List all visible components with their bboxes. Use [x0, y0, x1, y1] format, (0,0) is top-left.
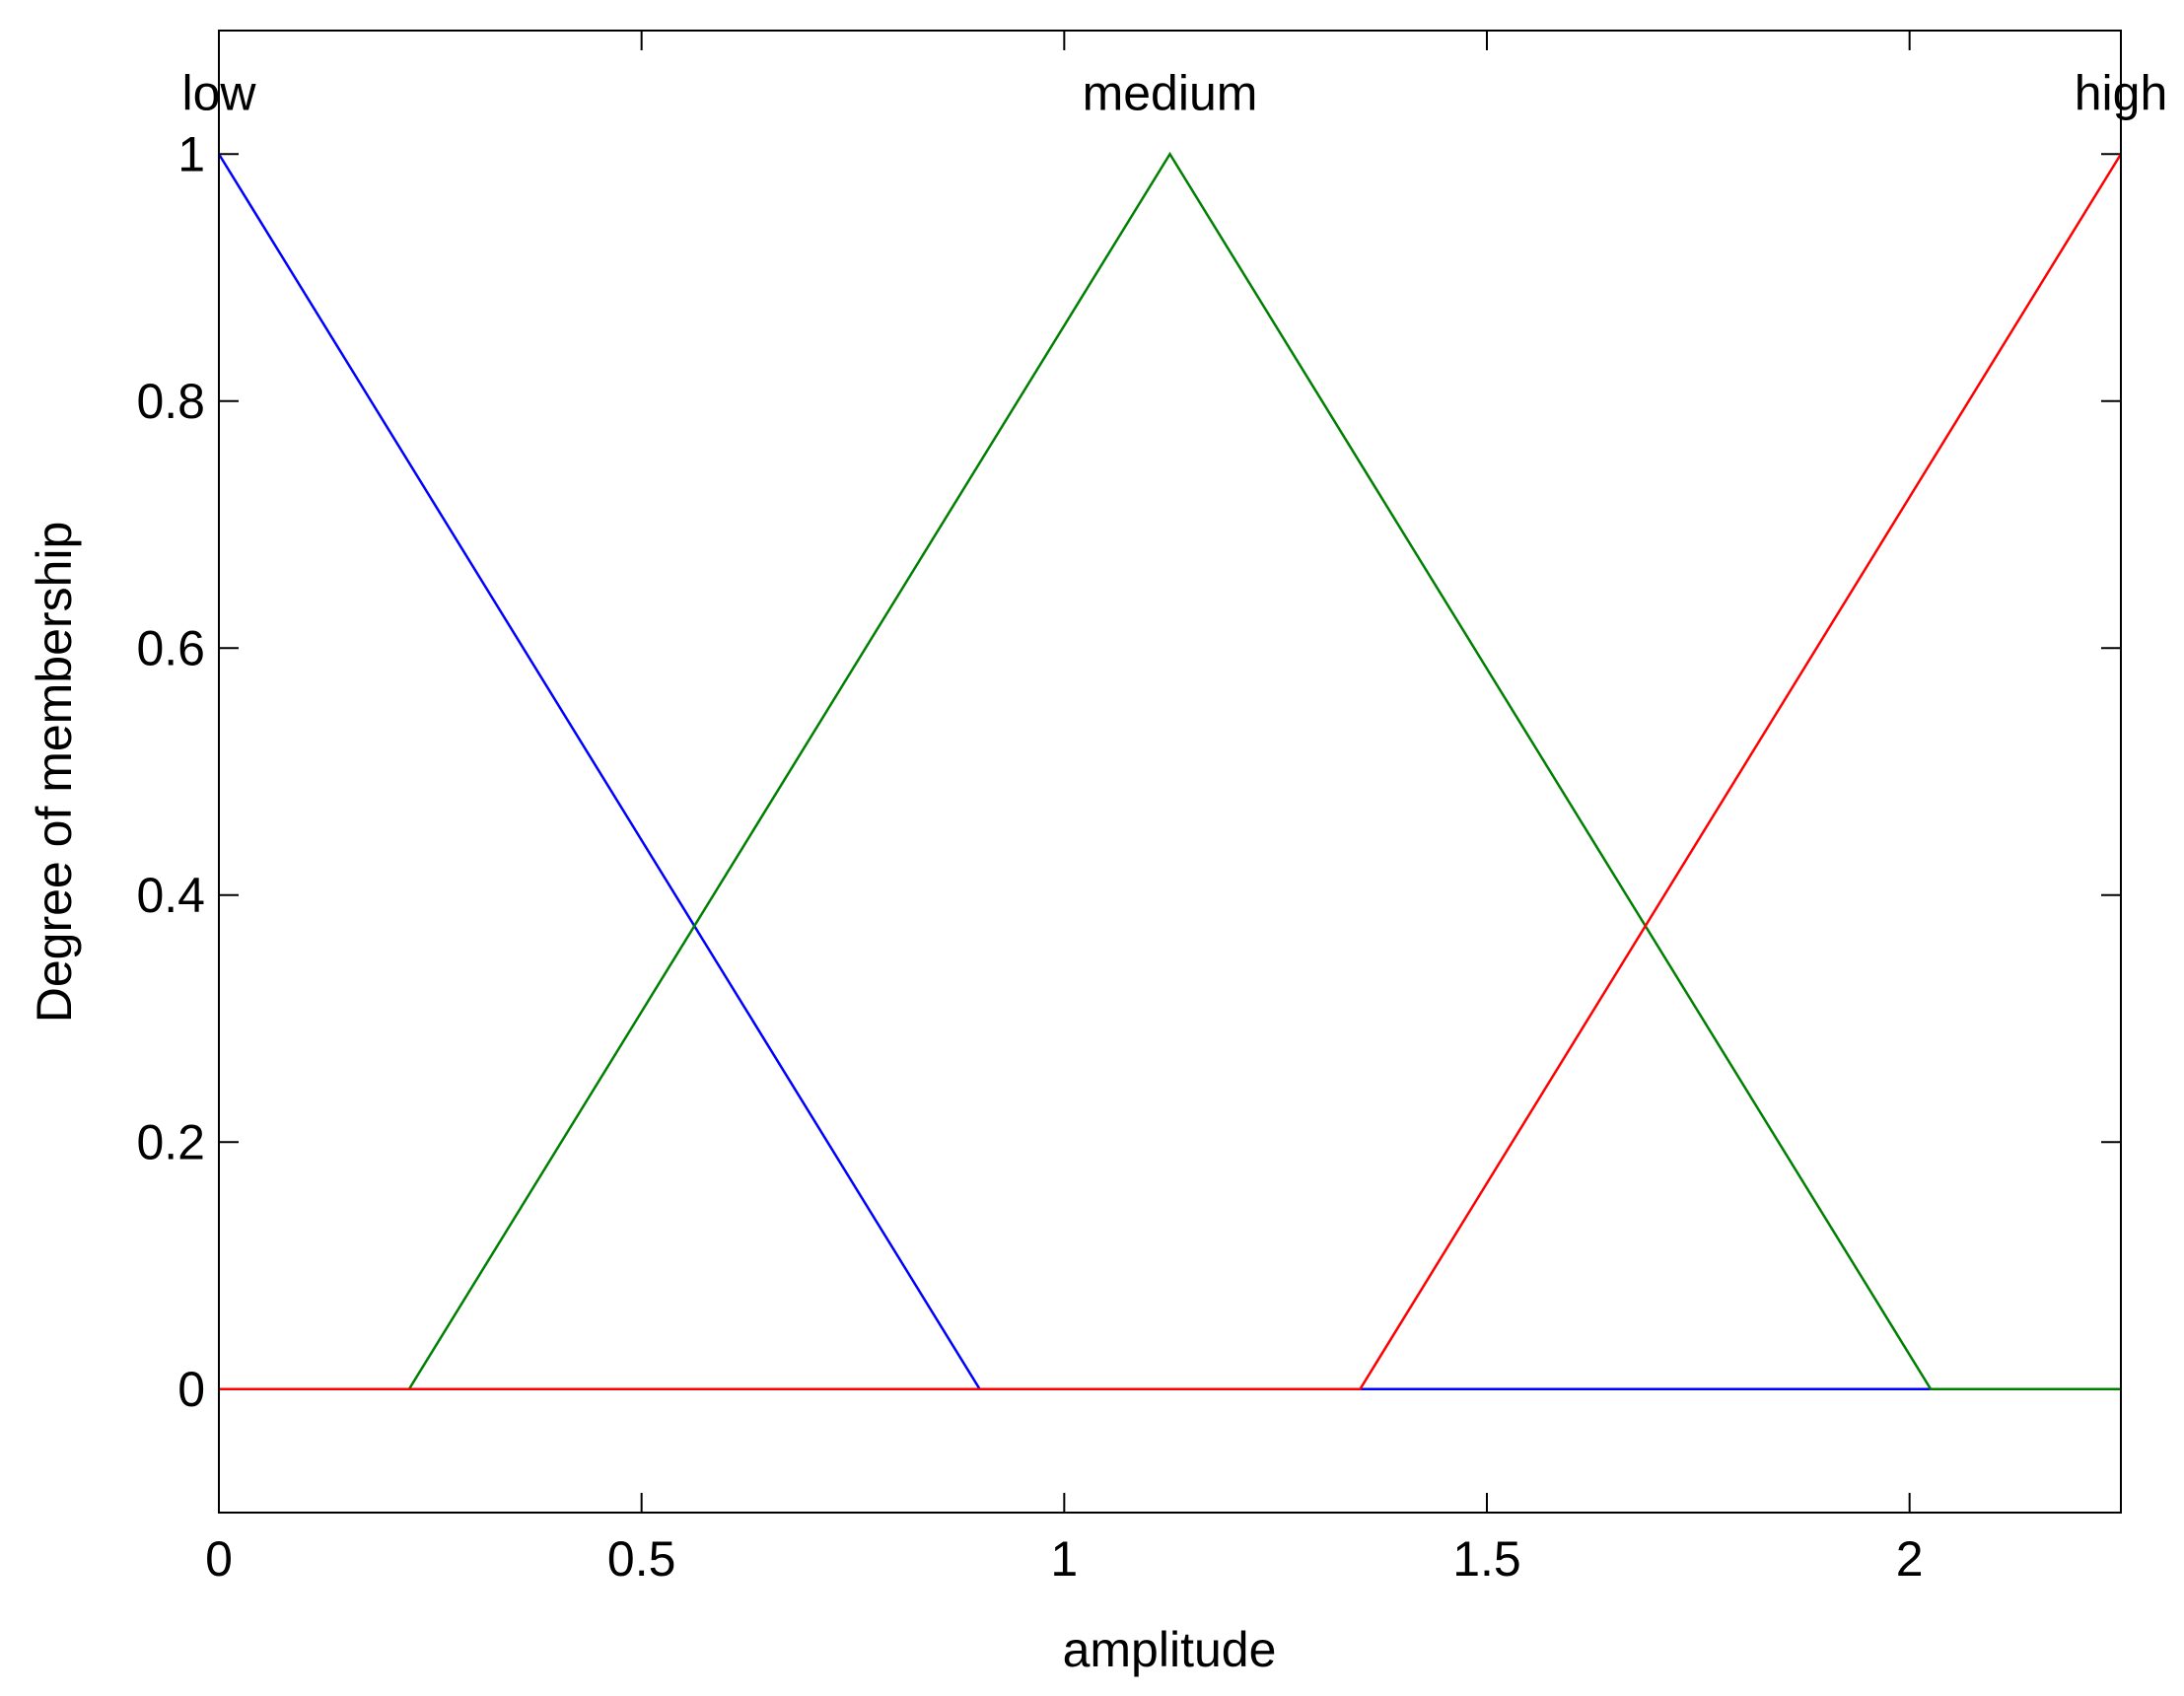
x-axis-label: amplitude — [1063, 1622, 1277, 1677]
x-tick-label: 1.5 — [1452, 1531, 1521, 1587]
series-line — [219, 153, 2123, 1390]
y-tick-label: 0.4 — [136, 868, 205, 923]
y-tick-label: 0 — [177, 1362, 205, 1417]
y-tick-label: 1 — [177, 126, 205, 181]
y-tick-label: 0.2 — [136, 1114, 205, 1169]
x-tick-label: 0 — [205, 1531, 233, 1587]
plot-frame — [218, 30, 2122, 1514]
x-tick-label: 2 — [1896, 1531, 1924, 1587]
x-tick-label: 0.5 — [607, 1531, 676, 1587]
y-axis-label: Degree of membership — [27, 522, 82, 1024]
x-tick-label: 1 — [1050, 1531, 1078, 1587]
y-tick-label: 0.6 — [136, 620, 205, 675]
series-name: medium — [1083, 65, 1258, 120]
y-tick-label: 0.8 — [136, 374, 205, 429]
